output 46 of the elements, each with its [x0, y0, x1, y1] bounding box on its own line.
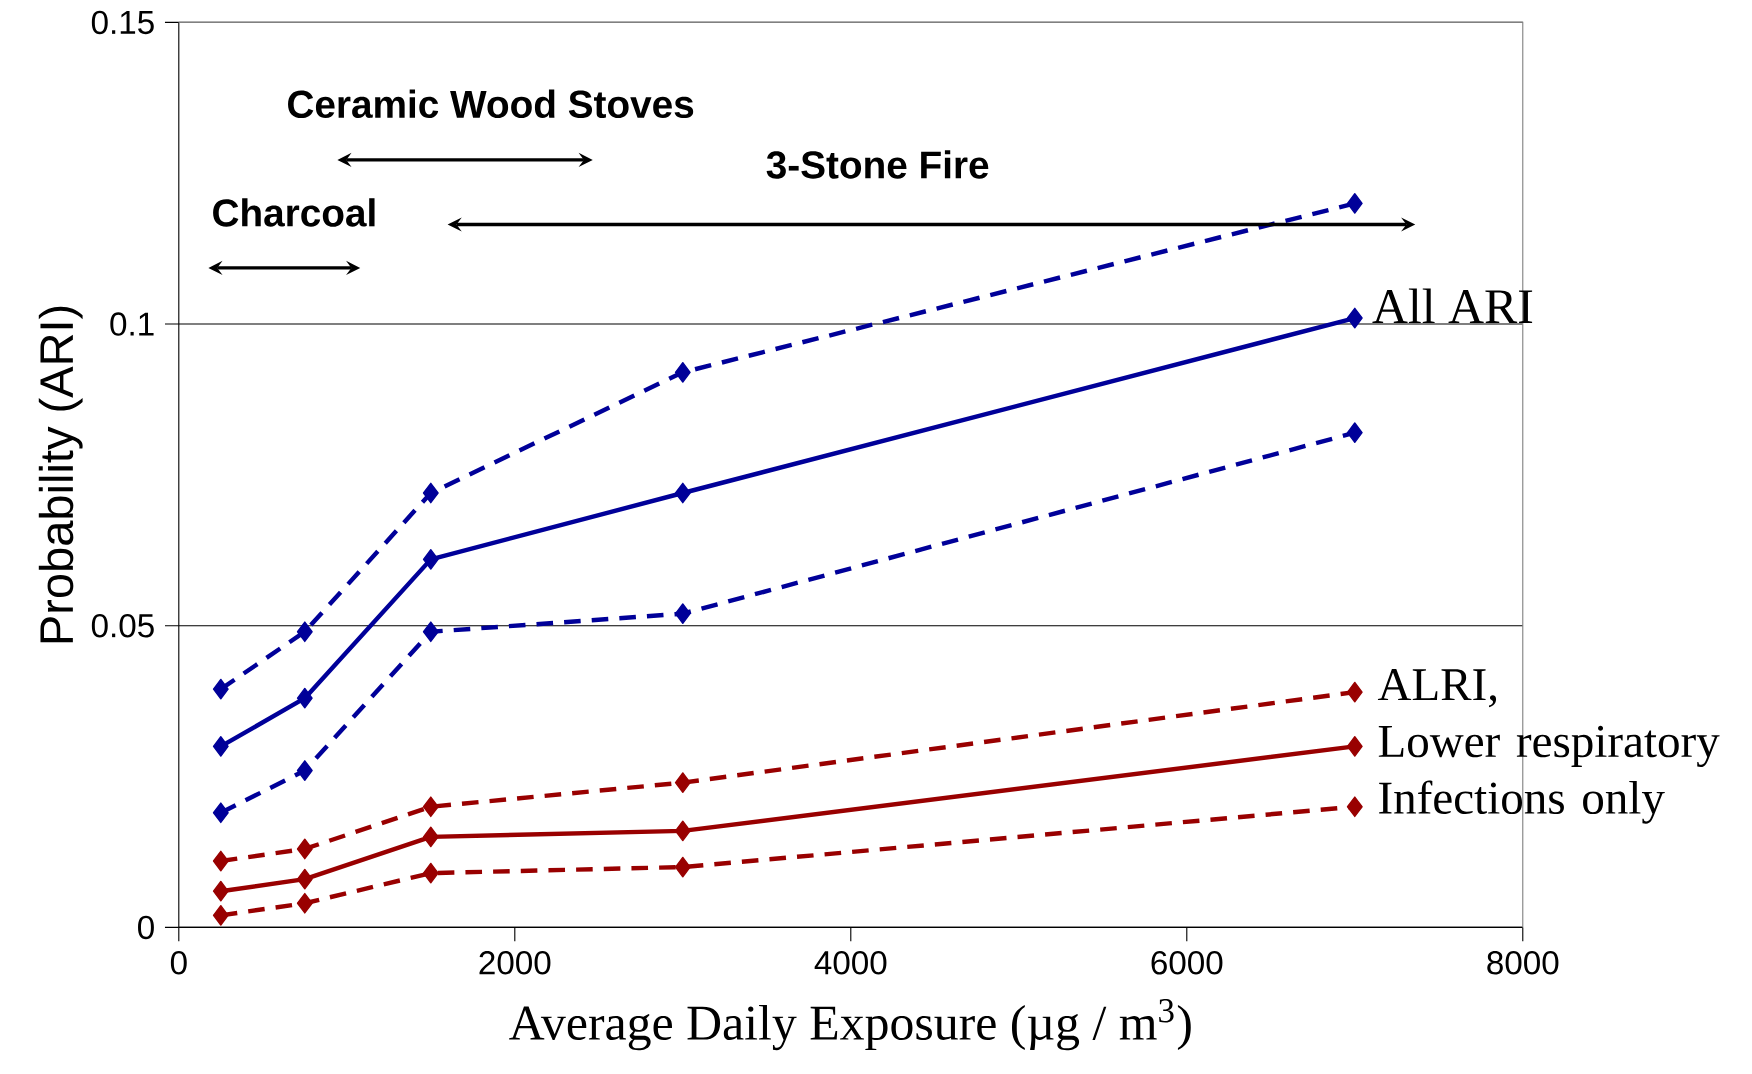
- point: [1346, 422, 1363, 444]
- x-tick-label: 2000: [479, 951, 551, 975]
- point: [422, 862, 439, 884]
- annotation: Ceramic Wood Stoves: [288, 89, 694, 119]
- point: [1346, 307, 1363, 329]
- point: [212, 802, 229, 824]
- point: [212, 678, 229, 700]
- point: [212, 905, 229, 926]
- point: [296, 621, 313, 643]
- x-axis-title: Average Daily Exposure (µg / m$^{3}$): [509, 999, 1191, 1051]
- series-label: ALRI, Lower respiratory Infections only: [1377, 669, 1720, 824]
- point: [212, 736, 229, 757]
- point: [674, 772, 691, 794]
- annotation: 3-Stone Fire: [766, 150, 989, 179]
- point: [422, 826, 439, 848]
- point: [296, 892, 313, 914]
- point: [296, 838, 313, 860]
- point: [296, 868, 313, 890]
- point: [212, 850, 229, 872]
- x-tick-label: 0: [170, 951, 187, 975]
- point: [1346, 796, 1363, 818]
- point: [674, 482, 691, 504]
- x-tick-label: 8000: [1487, 951, 1559, 975]
- y-tick-label: 0.1: [110, 312, 154, 336]
- y-tick-label: 0.05: [91, 614, 154, 638]
- y-axis-title: Probability (ARI): [38, 306, 83, 643]
- annotation: Charcoal: [213, 198, 375, 227]
- point: [674, 603, 691, 625]
- point: [422, 796, 439, 818]
- point: [422, 549, 439, 570]
- y-tick-label: 0.15: [91, 10, 154, 35]
- y-tick-label: 0: [138, 915, 154, 940]
- point: [296, 760, 313, 782]
- point: [674, 820, 691, 842]
- point: [674, 362, 691, 383]
- point: [296, 687, 313, 709]
- point: [1346, 193, 1363, 214]
- x-tick-label: 6000: [1151, 951, 1223, 975]
- point: [422, 482, 439, 504]
- x-tick-label: 4000: [814, 951, 887, 975]
- point: [212, 880, 229, 902]
- series-label: All ARI: [1372, 288, 1533, 324]
- point: [1346, 736, 1363, 757]
- point: [1346, 681, 1363, 703]
- point: [422, 621, 439, 643]
- point: [674, 856, 691, 878]
